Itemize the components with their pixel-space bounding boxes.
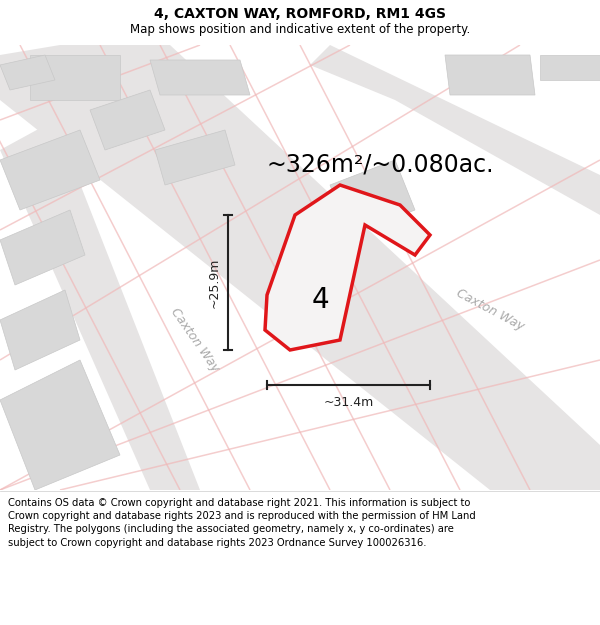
Polygon shape bbox=[150, 60, 250, 95]
Polygon shape bbox=[0, 290, 80, 370]
Polygon shape bbox=[0, 45, 600, 490]
Polygon shape bbox=[90, 90, 165, 150]
Polygon shape bbox=[0, 210, 85, 285]
Text: 4: 4 bbox=[311, 286, 329, 314]
Polygon shape bbox=[330, 160, 415, 235]
Polygon shape bbox=[0, 120, 200, 490]
Polygon shape bbox=[30, 55, 120, 100]
Text: Caxton Way: Caxton Way bbox=[168, 306, 222, 374]
Text: ~326m²/~0.080ac.: ~326m²/~0.080ac. bbox=[266, 153, 494, 177]
Text: Map shows position and indicative extent of the property.: Map shows position and indicative extent… bbox=[130, 24, 470, 36]
Polygon shape bbox=[445, 55, 535, 95]
Text: ~25.9m: ~25.9m bbox=[208, 258, 221, 308]
Polygon shape bbox=[155, 130, 235, 185]
Text: Caxton Way: Caxton Way bbox=[454, 287, 526, 333]
Polygon shape bbox=[0, 130, 100, 210]
Text: Contains OS data © Crown copyright and database right 2021. This information is : Contains OS data © Crown copyright and d… bbox=[8, 498, 476, 548]
Polygon shape bbox=[540, 55, 600, 80]
Polygon shape bbox=[310, 45, 600, 215]
Text: ~31.4m: ~31.4m bbox=[323, 396, 374, 409]
Text: 4, CAXTON WAY, ROMFORD, RM1 4GS: 4, CAXTON WAY, ROMFORD, RM1 4GS bbox=[154, 7, 446, 21]
Polygon shape bbox=[0, 55, 55, 90]
Polygon shape bbox=[265, 185, 430, 350]
Polygon shape bbox=[0, 360, 120, 490]
